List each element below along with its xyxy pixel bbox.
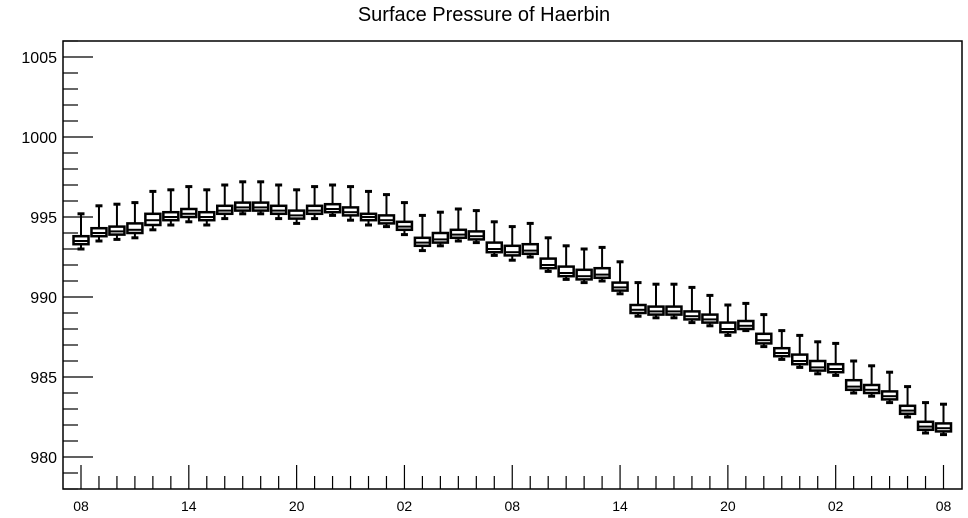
box-body <box>521 242 539 256</box>
box-plot-item <box>503 225 521 262</box>
box-body <box>791 353 809 366</box>
box-plot-item <box>539 236 557 273</box>
box-plot-item <box>377 193 396 229</box>
box-plot-item <box>755 313 773 349</box>
box-plot-item <box>593 245 611 283</box>
box-plot-item <box>233 180 252 216</box>
box-plot-item <box>701 293 719 328</box>
box-plot-item <box>791 333 809 369</box>
box-plot-item <box>126 201 144 240</box>
box-plot-item <box>629 281 647 318</box>
box-plot-item <box>395 201 414 237</box>
box-body <box>593 266 611 280</box>
box-plot-item <box>916 401 935 435</box>
box-plot-item <box>108 202 126 241</box>
box-plot-item <box>575 247 593 285</box>
y-tick-label: 980 <box>30 450 57 467</box>
x-tick-label: 08 <box>73 498 89 514</box>
box-plot-item <box>431 210 450 248</box>
box-plot-item <box>826 341 845 377</box>
box-plot-item <box>934 402 953 437</box>
box-plot-item <box>808 340 827 376</box>
x-tick-label: 14 <box>181 498 197 514</box>
box-plot-item <box>216 183 234 221</box>
box-plot-item <box>287 188 306 225</box>
box-plot-item <box>359 189 378 227</box>
box-body <box>719 321 737 334</box>
box-plot-item <box>251 180 270 216</box>
box-plot-item <box>413 213 432 253</box>
box-plot-item <box>862 364 881 398</box>
box-plot-item <box>90 204 108 243</box>
box-plot-item <box>180 185 198 224</box>
box-body <box>126 222 144 235</box>
x-tick-label: 02 <box>397 498 413 514</box>
box-plot-item <box>557 244 575 281</box>
box-plot-item <box>880 370 899 405</box>
box-plot-item <box>844 359 863 395</box>
y-tick-label: 1000 <box>21 130 57 147</box>
box-plot-item <box>144 189 162 232</box>
box-body <box>503 244 521 257</box>
box-plot-item <box>611 260 629 296</box>
box-body <box>485 241 504 254</box>
box-plot-item <box>773 329 791 361</box>
box-body <box>539 257 557 270</box>
box-plot-item <box>341 185 360 222</box>
y-tick-label: 985 <box>30 370 57 387</box>
box-plot-item <box>521 221 539 259</box>
box-plot-item <box>485 220 504 257</box>
box-plot-item <box>719 303 737 337</box>
x-tick-label: 08 <box>504 498 520 514</box>
x-tick-label: 20 <box>289 498 305 514</box>
box-plot-item <box>449 207 468 243</box>
x-tick-label: 08 <box>936 498 952 514</box>
box-body <box>808 359 827 372</box>
box-plot-item <box>305 185 324 221</box>
y-tick-label: 1005 <box>21 50 57 67</box>
box-plot-item <box>72 212 90 251</box>
box-plot-item <box>898 385 917 419</box>
box-plot-item <box>683 285 701 325</box>
x-tick-label: 02 <box>828 498 844 514</box>
box-plot-item <box>737 301 755 333</box>
y-tick-label: 990 <box>30 290 57 307</box>
box-plot-item <box>647 282 665 320</box>
box-body <box>557 265 575 278</box>
x-tick-label: 14 <box>612 498 628 514</box>
box-body <box>575 268 593 281</box>
box-plot-item <box>269 183 288 221</box>
box-body <box>755 332 773 345</box>
x-tick-label: 20 <box>720 498 736 514</box>
y-tick-label: 995 <box>30 210 57 227</box>
plot-frame <box>62 40 963 490</box>
box-plot-item <box>198 188 216 227</box>
box-body <box>844 378 863 392</box>
chart-title: Surface Pressure of Haerbin <box>357 4 611 26</box>
box-plot-item <box>665 282 683 320</box>
box-plot-item <box>162 188 180 227</box>
box-plot-item <box>467 209 486 245</box>
box-plot-item <box>323 183 342 217</box>
box-body <box>431 231 450 244</box>
